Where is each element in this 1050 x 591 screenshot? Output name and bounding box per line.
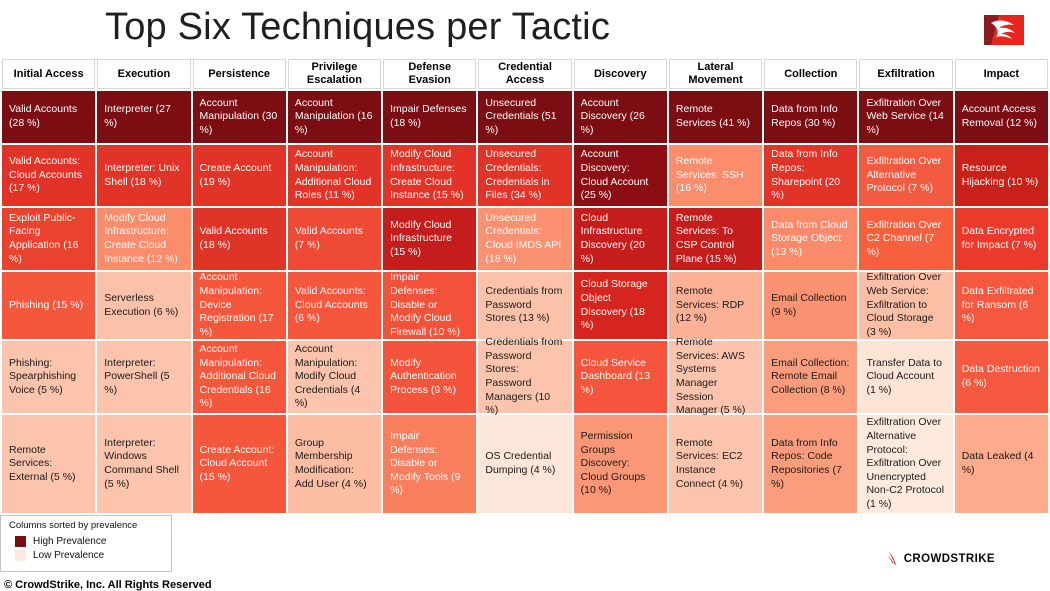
- technique-cell-r5-c9: Email Collection: Remote Email Collectio…: [764, 341, 858, 413]
- technique-cell-r2-c3: Create Account (19 %): [192, 145, 286, 206]
- technique-cell-r5-c8: Remote Services: AWS Systems Manager Ses…: [668, 336, 763, 416]
- technique-cell-r4-c4: Valid Accounts: Cloud Accounts (6 %): [287, 272, 382, 339]
- technique-cell-r2-c11: Resource Hijacking (10 %): [954, 145, 1048, 206]
- technique-cell-r4-c2: Serverless Execution (6 %): [97, 272, 191, 339]
- technique-cell-r6-c3: Create Account: Cloud Account (15 %): [192, 415, 286, 513]
- technique-cell-r6-c9: Data from Info Repos: Code Repositories …: [764, 415, 858, 513]
- technique-cell-r3-c8: Remote Services: To CSP Control Plane (1…: [668, 208, 763, 270]
- tactic-header-defense-evasion: Defense Evasion: [383, 59, 477, 89]
- technique-cell-r1-c7: Account Discovery (26 %): [573, 91, 667, 143]
- technique-cell-r6-c1: Remote Services: External (5 %): [2, 415, 96, 513]
- legend-item-high: High Prevalence: [15, 536, 163, 547]
- technique-cell-r6-c10: Exfiltration Over Alternative Protocol: …: [859, 415, 953, 513]
- technique-cell-r1-c1: Valid Accounts (28 %): [2, 91, 96, 143]
- technique-cell-r6-c8: Remote Services: EC2 Instance Connect (4…: [668, 415, 763, 513]
- technique-cell-r2-c7: Account Discovery: Cloud Account (25 %): [573, 145, 667, 206]
- technique-cell-r1-c9: Data from Info Repos (30 %): [764, 91, 858, 143]
- technique-cell-r1-c8: Remote Services (41 %): [668, 91, 763, 143]
- tactic-header-credential-access: Credential Access: [478, 59, 572, 89]
- technique-cell-r1-c3: Account Manipulation (30 %): [192, 91, 286, 143]
- tactic-header-privilege-escalation: Privilege Escalation: [287, 59, 382, 89]
- heatmap-grid: Initial Access Execution Persistence Privil…: [2, 59, 1048, 513]
- tactic-header-exfiltration: Exfiltration: [859, 59, 953, 89]
- low-prevalence-swatch: [15, 550, 26, 561]
- technique-cell-r2-c6: Unsecured Credentials: Credentials in Fi…: [478, 145, 572, 206]
- falcon-slash-icon: [886, 552, 896, 565]
- tactic-header-persistence: Persistence: [192, 59, 286, 89]
- technique-cell-r3-c5: Modify Cloud Infrastructure (15 %): [383, 208, 477, 270]
- legend-note: Columns sorted by prevalence: [9, 520, 138, 531]
- technique-cell-r6-c5: Impair Defenses: Disable or Modify Tools…: [383, 415, 477, 513]
- crowdstrike-falcon-logo: [984, 15, 1024, 45]
- technique-cell-r6-c2: Interpreter: Windows Command Shell (5 %): [97, 415, 191, 513]
- technique-cell-r2-c9: Data from Info Repos: Sharepoint (20 %): [764, 145, 858, 206]
- technique-cell-r5-c11: Data Destruction (6 %): [954, 341, 1048, 413]
- technique-cell-r1-c4: Account Manipulation (16 %): [287, 91, 382, 143]
- technique-cell-r5-c3: Account Manipulation: Additional Cloud C…: [192, 341, 286, 413]
- technique-cell-r4-c1: Phishing (15 %): [2, 272, 96, 339]
- page-title: Top Six Techniques per Tactic: [105, 6, 611, 48]
- technique-cell-r2-c10: Exfiltration Over Alternative Protocol (…: [859, 145, 953, 206]
- technique-cell-r2-c8: Remote Services: SSH (16 %): [668, 145, 763, 206]
- technique-cell-r5-c5: Modify Authentication Process (9 %): [383, 341, 477, 413]
- prevalence-legend: Columns sorted by prevalence High Preval…: [0, 515, 172, 572]
- technique-cell-r5-c10: Transfer Data to Cloud Account (1 %): [859, 341, 953, 413]
- tactic-header-initial-access: Initial Access: [2, 59, 96, 89]
- technique-cell-r1-c11: Account Access Removal (12 %): [954, 91, 1048, 143]
- technique-cell-r3-c11: Data Encrypted for Impact (7 %): [954, 208, 1048, 270]
- heatmap-table: Initial Access Execution Persistence Privil…: [2, 59, 1048, 513]
- tactic-header-execution: Execution: [97, 59, 191, 89]
- tactic-header-discovery: Discovery: [573, 59, 667, 89]
- high-prevalence-label: High Prevalence: [33, 536, 107, 547]
- technique-cell-r3-c4: Valid Accounts (7 %): [287, 208, 382, 270]
- technique-cell-r6-c11: Data Leaked (4 %): [954, 415, 1048, 513]
- crowdstrike-wordmark-logo: CROWDSTRIKE: [886, 551, 995, 567]
- technique-cell-r4-c10: Exfiltration Over Web Service: Exfiltrat…: [859, 271, 953, 339]
- technique-cell-r3-c9: Data from Cloud Storage Object (13 %): [764, 208, 858, 270]
- technique-cell-r1-c2: Interpreter (27 %): [97, 91, 191, 143]
- tactic-header-impact: Impact: [954, 59, 1048, 89]
- technique-cell-r5-c6: Credentials from Password Stores: Passwo…: [478, 336, 572, 416]
- technique-cell-r4-c5: Impair Defenses: Disable or Modify Cloud…: [383, 271, 477, 339]
- technique-cell-r4-c6: Credentials from Password Stores (13 %): [478, 272, 572, 339]
- technique-cell-r3-c7: Cloud Infrastructure Discovery (20 %): [573, 208, 667, 270]
- technique-cell-r2-c5: Modify Cloud Infrastructure: Create Clou…: [383, 145, 477, 206]
- technique-cell-r6-c6: OS Credential Dumping (4 %): [478, 415, 572, 513]
- technique-cell-r4-c9: Email Collection (9 %): [764, 272, 858, 339]
- high-prevalence-swatch: [15, 536, 26, 547]
- technique-cell-r3-c1: Exploit Public-Facing Application (16 %): [2, 208, 96, 270]
- technique-cell-r4-c3: Account Manipulation: Device Registratio…: [192, 271, 286, 339]
- technique-cell-r3-c3: Valid Accounts (18 %): [192, 208, 286, 270]
- technique-cell-r3-c10: Exfiltration Over C2 Channel (7 %): [859, 208, 953, 270]
- technique-cell-r6-c7: Permission Groups Discovery: Cloud Group…: [573, 415, 667, 513]
- technique-cell-r3-c2: Modify Cloud Infrastructure: Create Clou…: [97, 208, 191, 270]
- technique-cell-r2-c1: Valid Accounts: Cloud Accounts (17 %): [2, 145, 96, 206]
- tactic-header-lateral-movement: Lateral Movement: [668, 59, 763, 89]
- technique-cell-r5-c4: Account Manipulation: Modify Cloud Crede…: [287, 341, 382, 413]
- technique-cell-r1-c6: Unsecured Credentials (51 %): [478, 91, 572, 143]
- technique-cell-r5-c7: Cloud Service Dashboard (13 %): [573, 341, 667, 413]
- technique-cell-r1-c10: Exfiltration Over Web Service (14 %): [859, 91, 953, 143]
- technique-cell-r2-c2: Interpreter: Unix Shell (18 %): [97, 145, 191, 206]
- technique-cell-r4-c11: Data Exfiltrated for Ransom (6 %): [954, 272, 1048, 339]
- technique-cell-r4-c8: Remote Services: RDP (12 %): [668, 272, 763, 339]
- technique-cell-r2-c4: Account Manipulation: Additional Cloud R…: [287, 145, 382, 206]
- legend-item-low: Low Prevalence: [15, 550, 163, 561]
- technique-cell-r3-c6: Unsecured Credentials: Cloud IMDS API (1…: [478, 208, 572, 270]
- technique-cell-r4-c7: Cloud Storage Object Discovery (18 %): [573, 272, 667, 339]
- technique-cell-r6-c4: Group Membership Modification: Add User …: [287, 415, 382, 513]
- low-prevalence-label: Low Prevalence: [33, 550, 105, 561]
- tactic-header-collection: Collection: [764, 59, 858, 89]
- technique-cell-r5-c1: Phishing: Spearphishing Voice (5 %): [2, 341, 96, 413]
- brand-wordmark-text: CROWDSTRIKE: [903, 553, 995, 565]
- technique-cell-r5-c2: Interpreter: PowerShell (5 %): [97, 341, 191, 413]
- technique-cell-r1-c5: Impair Defenses (18 %): [383, 91, 477, 143]
